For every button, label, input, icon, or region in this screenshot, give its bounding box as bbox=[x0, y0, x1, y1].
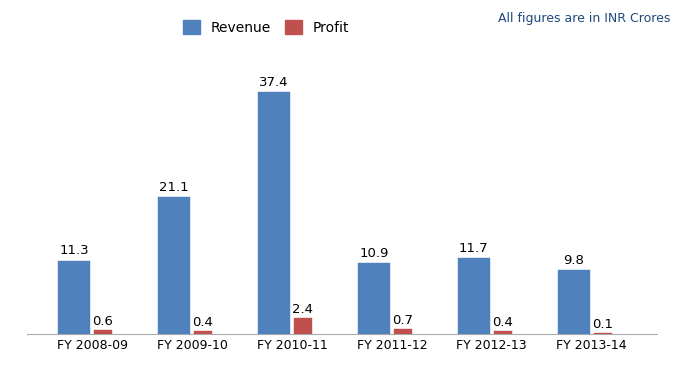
Text: 37.4: 37.4 bbox=[259, 76, 288, 88]
Bar bbox=[258, 92, 290, 334]
Bar bbox=[94, 330, 112, 334]
Text: 0.7: 0.7 bbox=[393, 314, 414, 327]
Text: 0.1: 0.1 bbox=[592, 318, 613, 331]
Bar bbox=[458, 258, 489, 334]
Text: 9.8: 9.8 bbox=[563, 254, 584, 267]
Bar bbox=[158, 197, 190, 334]
Bar bbox=[594, 333, 612, 334]
Text: 11.7: 11.7 bbox=[459, 242, 489, 255]
Text: 0.4: 0.4 bbox=[192, 316, 213, 329]
Text: 11.3: 11.3 bbox=[60, 244, 89, 257]
Bar bbox=[558, 270, 590, 334]
Bar bbox=[394, 329, 412, 334]
Bar bbox=[494, 331, 512, 334]
Bar bbox=[358, 263, 390, 334]
Bar bbox=[194, 331, 212, 334]
Text: All figures are in INR Crores: All figures are in INR Crores bbox=[498, 12, 670, 25]
Text: 21.1: 21.1 bbox=[159, 181, 189, 194]
Legend: Revenue, Profit: Revenue, Profit bbox=[183, 20, 349, 35]
Text: 0.6: 0.6 bbox=[93, 315, 114, 328]
Text: 2.4: 2.4 bbox=[292, 303, 313, 316]
Text: 10.9: 10.9 bbox=[359, 247, 389, 260]
Bar bbox=[294, 318, 312, 334]
Bar bbox=[58, 261, 90, 334]
Text: 0.4: 0.4 bbox=[492, 316, 513, 329]
